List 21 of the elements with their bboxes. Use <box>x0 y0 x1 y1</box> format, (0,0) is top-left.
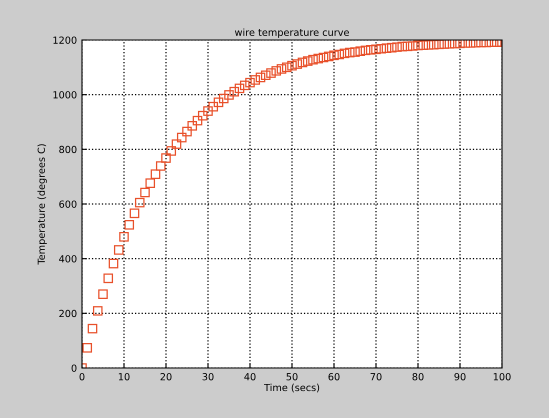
x-tick-label: 0 <box>80 373 84 380</box>
y-axis-title: Temperature (degrees C) <box>37 144 47 265</box>
y-tick-label: 400 <box>59 255 76 262</box>
x-axis-title: Time (secs) <box>264 384 320 392</box>
x-tick-label: 10 <box>118 373 130 380</box>
y-tick-label: 0 <box>72 364 76 372</box>
x-tick-label: 90 <box>454 373 466 380</box>
x-tick-label: 50 <box>286 373 298 380</box>
x-tick-label: 60 <box>328 373 340 380</box>
x-tick-label: 80 <box>412 373 424 380</box>
y-tick-label: 600 <box>59 200 76 208</box>
y-tick-label: 800 <box>59 146 76 154</box>
y-tick-label: 200 <box>59 310 76 318</box>
x-tick-label: 70 <box>370 373 382 380</box>
y-tick-label: 1000 <box>53 91 76 98</box>
x-tick-label: 30 <box>202 373 214 380</box>
x-tick-label: 20 <box>160 373 172 380</box>
x-tick-label: 100 <box>494 373 511 380</box>
chart-title: wire temperature curve <box>234 28 349 38</box>
y-tick-label: 1200 <box>53 36 76 44</box>
x-tick-label: 40 <box>244 373 256 380</box>
